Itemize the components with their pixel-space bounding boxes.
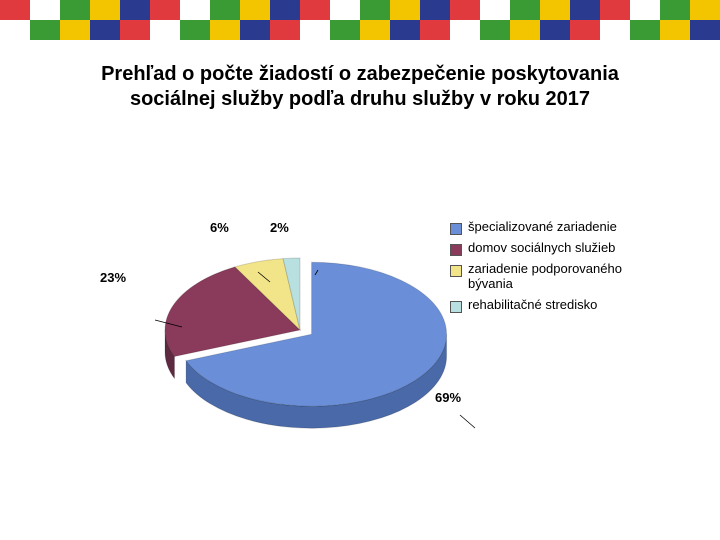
legend: špecializované zariadenie domov sociálnyc…: [450, 220, 660, 319]
legend-item: zariadenie podporovaného bývania: [450, 262, 660, 292]
pie-chart: špecializované zariadenie domov sociálnyc…: [60, 170, 660, 470]
legend-label: špecializované zariadenie: [468, 220, 617, 235]
legend-swatch: [450, 223, 462, 235]
legend-label: domov sociálnych služieb: [468, 241, 615, 256]
legend-item: rehabilitačné stredisko: [450, 298, 660, 313]
decorative-banner: [0, 0, 720, 40]
legend-swatch: [450, 244, 462, 256]
legend-item: špecializované zariadenie: [450, 220, 660, 235]
legend-label: zariadenie podporovaného bývania: [468, 262, 660, 292]
data-label: 6%: [210, 220, 229, 235]
data-label: 2%: [270, 220, 289, 235]
leader-line: [460, 415, 475, 428]
pie-svg: [100, 210, 500, 470]
slide: Prehľad o počte žiadostí o zabezpečenie …: [0, 0, 720, 540]
title-line-2: sociálnej služby podľa druhu služby v ro…: [0, 87, 720, 112]
data-label: 69%: [435, 390, 461, 405]
legend-label: rehabilitačné stredisko: [468, 298, 597, 313]
title-line-1: Prehľad o počte žiadostí o zabezpečenie …: [0, 62, 720, 87]
legend-swatch: [450, 265, 462, 277]
chart-title: Prehľad o počte žiadostí o zabezpečenie …: [0, 62, 720, 112]
legend-item: domov sociálnych služieb: [450, 241, 660, 256]
legend-swatch: [450, 301, 462, 313]
data-label: 23%: [100, 270, 126, 285]
